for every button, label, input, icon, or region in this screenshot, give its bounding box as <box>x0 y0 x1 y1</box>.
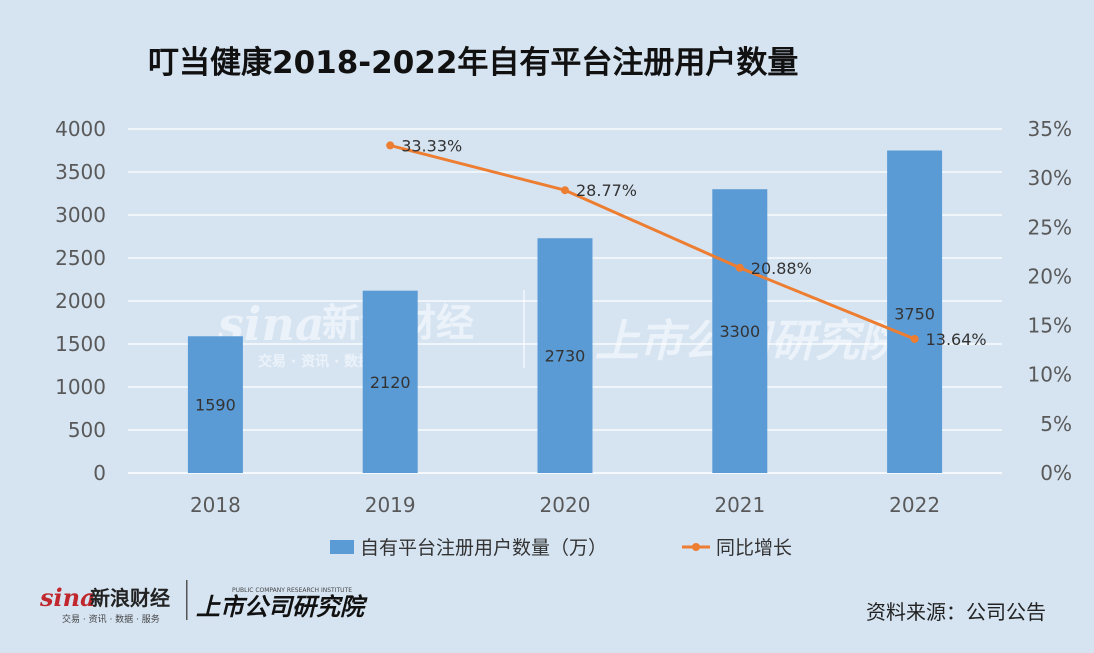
bar <box>362 290 418 473</box>
bar-series: 1590 2120 2730 3300 3750 <box>187 150 943 473</box>
legend-bar-swatch <box>330 540 354 554</box>
bar-data-label: 3300 <box>719 322 760 341</box>
line-data-label: 33.33% <box>401 136 462 155</box>
footer-sina-cn: 新浪财经 <box>90 586 170 610</box>
legend-line-label: 同比增长 <box>716 537 792 559</box>
source-note: 资料来源：公司公告 <box>866 600 1046 624</box>
line-point <box>910 334 919 343</box>
bar-data-label: 1590 <box>195 396 236 415</box>
x-tick-label: 2019 <box>365 493 416 517</box>
bar-data-label: 3750 <box>894 305 935 324</box>
watermark-divider <box>523 290 525 368</box>
y-left-tick-label: 1000 <box>55 375 106 399</box>
bar <box>712 189 768 473</box>
footer-divider <box>186 580 188 620</box>
y-right-tick-label: 5% <box>1040 412 1072 436</box>
line-point <box>386 141 395 150</box>
line-point <box>561 186 569 195</box>
footer-institute-en: PUBLIC COMPANY RESEARCH INSTITUTE <box>232 587 352 594</box>
y-right-tick-label: 10% <box>1028 363 1072 387</box>
footer-sina-logo: sina <box>39 583 96 612</box>
y-left-tick-label: 0 <box>93 461 106 485</box>
x-tick-label: 2022 <box>889 493 940 517</box>
legend-line-marker <box>692 543 700 551</box>
bar <box>537 238 593 473</box>
y-left-tick-label: 500 <box>68 418 106 442</box>
y-right-tick-label: 25% <box>1028 215 1072 239</box>
y-left-tick-label: 1500 <box>55 332 106 356</box>
y-right-tick-label: 0% <box>1040 461 1072 485</box>
y-left-tick-label: 2500 <box>55 246 106 270</box>
bar-data-label: 2730 <box>545 347 586 366</box>
y-right-tick-label: 30% <box>1028 166 1072 190</box>
x-tick-label: 2018 <box>190 493 241 517</box>
line-data-label: 28.77% <box>576 181 637 200</box>
line-path <box>389 143 916 341</box>
line-series: 33.33% 28.77% 20.88% 13.64% <box>386 136 987 349</box>
footer-sina-sub: 交易 · 资讯 · 数据 · 服务 <box>62 613 160 625</box>
bar <box>887 150 943 473</box>
y-left-tick-label: 3500 <box>55 160 106 184</box>
line-point <box>735 263 744 272</box>
x-tick-label: 2021 <box>714 493 765 517</box>
y-right-tick-label: 20% <box>1028 264 1072 288</box>
y-left-tick-label: 2000 <box>55 289 106 313</box>
chart-title: 叮当健康2018-2022年自有平台注册用户数量 <box>148 45 798 81</box>
y-right-tick-label: 15% <box>1028 314 1072 338</box>
legend-bar-label: 自有平台注册用户数量（万） <box>360 537 607 559</box>
bar <box>187 336 243 473</box>
legend: 自有平台注册用户数量（万） 同比增长 <box>330 537 792 559</box>
bar-data-label: 2120 <box>370 373 411 392</box>
x-tick-label: 2020 <box>540 493 591 517</box>
line-data-label: 13.64% <box>926 330 987 349</box>
y-axis-left: 0 500 1000 1500 2000 2500 3000 3500 4000 <box>55 117 106 485</box>
y-right-tick-label: 35% <box>1028 117 1072 141</box>
y-axis-right: 0% 5% 10% 15% 20% 25% 30% 35% <box>1028 117 1072 485</box>
x-axis: 2018 2019 2020 2021 2022 <box>190 493 940 517</box>
y-left-tick-label: 3000 <box>55 203 106 227</box>
y-left-tick-label: 4000 <box>55 117 106 141</box>
footer-institute: 上市公司研究院 <box>196 593 368 621</box>
line-data-label: 20.88% <box>751 259 812 278</box>
footer-logos: sina 新浪财经 交易 · 资讯 · 数据 · 服务 PUBLIC COMPA… <box>39 580 368 625</box>
